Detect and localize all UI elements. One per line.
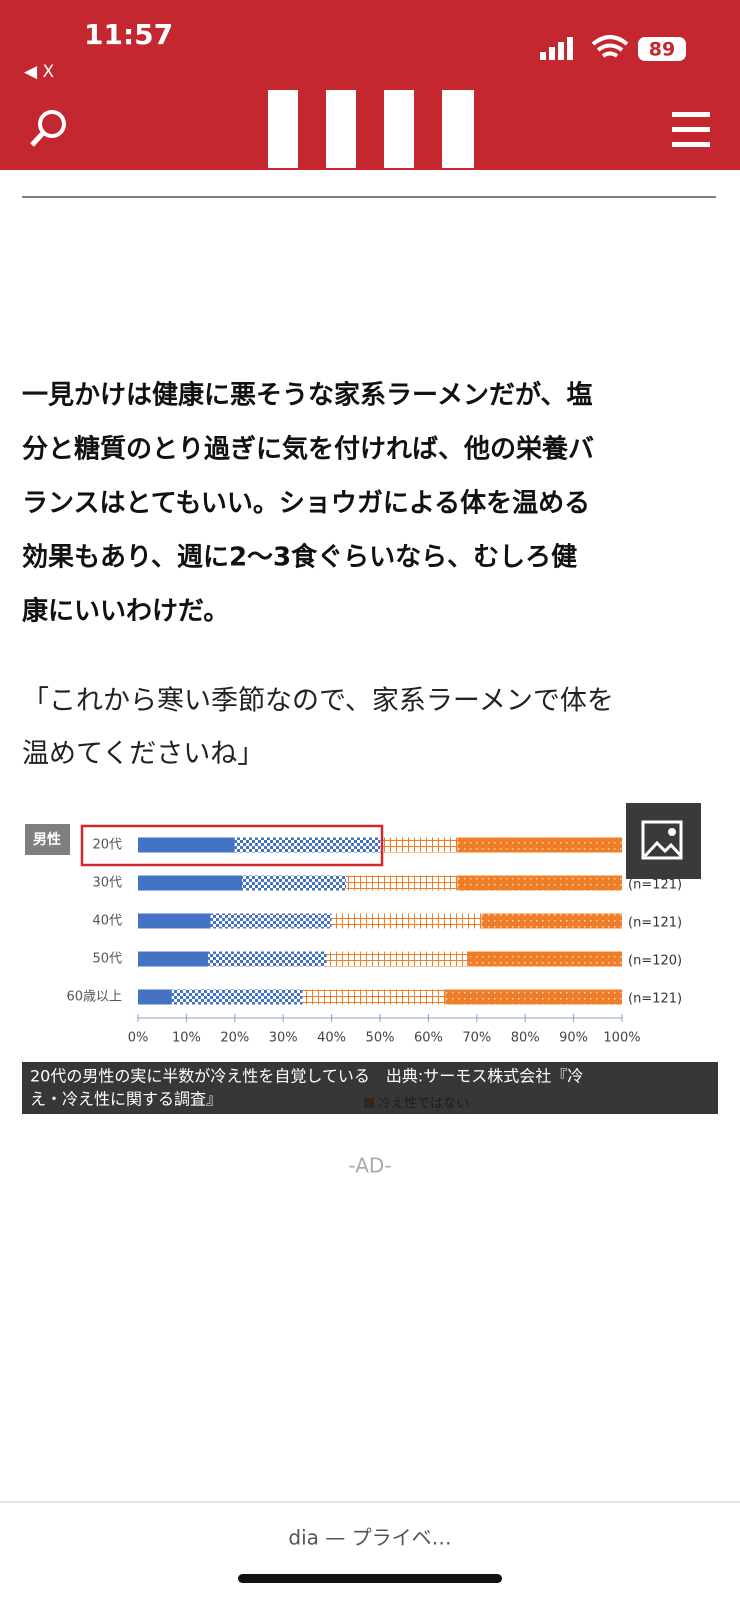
x-tick-label: 40%	[317, 1031, 346, 1046]
bar-segment	[445, 989, 622, 1005]
header	[0, 0, 740, 170]
category-label: 30代	[92, 876, 122, 891]
caption-line: え・冷え性に関する調査』	[30, 1090, 222, 1109]
bar-segment	[457, 837, 622, 853]
group-box	[25, 824, 70, 855]
x-tick-label: 30%	[269, 1031, 298, 1046]
ad-label: -AD-	[348, 1154, 391, 1178]
bar-segment	[346, 875, 458, 891]
bar-segment	[481, 913, 622, 929]
caption-box	[22, 1062, 718, 1114]
x-tick-label: 0%	[128, 1031, 149, 1046]
bar-segment	[326, 951, 468, 967]
category-label: 50代	[92, 952, 122, 967]
category-label: 40代	[92, 914, 122, 929]
bar-segment	[208, 951, 327, 967]
footer-url: dia — プライベ…	[288, 1526, 451, 1550]
quote-line: 温めてくださいね」	[22, 739, 264, 770]
caption-line: 20代の男性の実に半数が冷え性を自覚している 出典:サーモス株式会社『冷	[30, 1067, 583, 1086]
x-tick-label: 90%	[559, 1031, 588, 1046]
search-icon[interactable]	[30, 110, 66, 147]
bar-segment	[380, 837, 458, 853]
n-label: (n=121)	[628, 992, 682, 1007]
category-label: 60歳以上	[66, 990, 122, 1005]
bar-segment	[138, 951, 209, 967]
bar-segment	[234, 837, 380, 853]
x-tick-label: 60%	[414, 1031, 443, 1046]
gallery-sun	[668, 828, 676, 836]
gallery-frame	[641, 820, 683, 860]
bar-segment	[138, 875, 243, 891]
signal	[540, 37, 573, 60]
x-tick-label: 10%	[172, 1031, 201, 1046]
bar-segment	[457, 875, 622, 891]
battery	[638, 37, 686, 61]
group-label: 男性	[33, 831, 61, 848]
bar-segment	[302, 989, 446, 1005]
menu-icon[interactable]	[672, 112, 710, 147]
gallery-bg	[626, 803, 701, 879]
bar-segment	[171, 989, 303, 1005]
gallery-mountain	[643, 840, 683, 858]
x-tick-label: 100%	[603, 1031, 640, 1046]
n-label: (n=120)	[628, 954, 682, 969]
quote-line: 「これから寒い季節なので、家系ラーメンで体を	[22, 686, 614, 717]
bar-segment	[467, 951, 622, 967]
article-line: 効果もあり、週に2〜3食ぐらいなら、むしろ健	[22, 542, 577, 573]
back-link[interactable]: ◀ X	[24, 62, 54, 82]
article-line: 康にいいわけだ。	[22, 596, 229, 627]
x-tick-label: 50%	[366, 1031, 395, 1046]
n-label: (n=121)	[628, 878, 682, 893]
time: 11:57	[84, 18, 173, 51]
x-tick-label: 20%	[220, 1031, 249, 1046]
article-line: 一見かけは健康に悪そうな家系ラーメンだが、塩	[22, 380, 592, 411]
bar-segment	[331, 913, 482, 929]
category-label: 20代	[92, 838, 122, 853]
bar-segment	[242, 875, 347, 891]
bar-segment	[138, 913, 211, 929]
home-indicator	[238, 1574, 502, 1583]
x-tick-label: 80%	[511, 1031, 540, 1046]
battery-level: 89	[649, 39, 675, 61]
bar-segment	[210, 913, 332, 929]
gallery-icon[interactable]	[626, 803, 701, 879]
logo[interactable]	[268, 90, 474, 168]
highlight-box	[80, 824, 384, 867]
n-label: (n=121)	[628, 916, 682, 931]
article-line: ランスはとてもいい。ショウガによる体を温める	[22, 489, 590, 519]
wifi	[591, 35, 629, 58]
article-line: 分と糖質のとり過ぎに気を付ければ、他の栄養バ	[22, 434, 594, 465]
bar-segment	[138, 989, 172, 1005]
x-tick-label: 70%	[462, 1031, 491, 1046]
bar-segment	[138, 837, 235, 853]
